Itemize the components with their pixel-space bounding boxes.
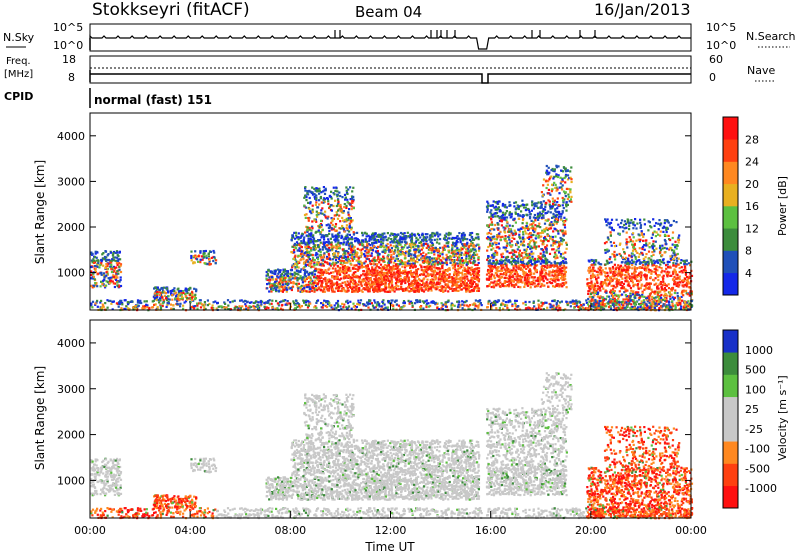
colorbar-swatch xyxy=(723,419,738,442)
xtick-label: 20:00 xyxy=(575,524,607,537)
cpid-label: CPID xyxy=(4,90,33,103)
colorbar-tick: 16 xyxy=(745,200,759,213)
velocity-ylabel: Slant Range [km] xyxy=(33,366,47,470)
colorbar-tick: 25 xyxy=(745,403,759,416)
velocity-yaxis: 1000 2000 3000 4000 xyxy=(57,337,691,487)
freq-trace xyxy=(89,67,691,84)
colorbar-swatch xyxy=(723,485,738,509)
colorbar-tick: -1000 xyxy=(745,482,777,495)
xtick-label: 12:00 xyxy=(375,524,407,537)
xtick-label: 04:00 xyxy=(174,524,206,537)
colorbar-swatch xyxy=(723,330,738,353)
colorbar-swatch xyxy=(723,396,738,420)
power-panel: 1000 2000 3000 4000 Slant Range [km] xyxy=(33,112,694,312)
xtick-label: 00:00 xyxy=(74,524,106,537)
nsky-trace xyxy=(89,30,691,50)
xtick-label: 00:00 xyxy=(675,524,707,537)
ytick-label: 1000 xyxy=(57,474,85,487)
colorbar-tick: 24 xyxy=(745,156,759,169)
colorbar-tick: 12 xyxy=(745,222,759,235)
nave-tick-top: 60 xyxy=(709,53,723,66)
power-scatter xyxy=(90,164,694,312)
colorbar-swatch xyxy=(723,352,738,375)
noise-strip: N.Sky 10^5 10^0 10^5 10^0 N.Search xyxy=(3,21,796,52)
colorbar-swatch xyxy=(723,272,738,296)
ytick-label: 2000 xyxy=(57,429,85,442)
nsky-tick-top: 10^5 xyxy=(53,21,83,34)
colorbar-swatch xyxy=(723,463,738,487)
power-colorbar-label: Power [dB] xyxy=(776,176,789,236)
nsearch-tick-bottom: 10^0 xyxy=(706,39,736,52)
colorbar-swatch xyxy=(723,441,738,464)
station-title: Stokkseyri (fitACF) xyxy=(92,0,250,20)
freq-label: Freq. xyxy=(6,56,31,67)
colorbar-swatch xyxy=(723,250,738,274)
colorbar-tick: 4 xyxy=(745,267,752,280)
xtick-label: 16:00 xyxy=(475,524,507,537)
colorbar-tick: -100 xyxy=(745,443,770,456)
power-yaxis: 1000 2000 3000 4000 xyxy=(57,130,691,280)
ytick-label: 1000 xyxy=(57,267,85,280)
colorbar-tick: 20 xyxy=(745,178,759,191)
ytick-label: 3000 xyxy=(57,175,85,188)
nsky-label: N.Sky xyxy=(3,31,35,44)
colorbar-swatch xyxy=(723,228,738,251)
beam-title: Beam 04 xyxy=(355,3,422,21)
colorbar-swatch xyxy=(723,206,738,229)
nave-label: Nave xyxy=(747,64,775,77)
velocity-colorbar-label: Velocity [m s⁻¹] xyxy=(776,375,789,460)
colorbar-tick: 28 xyxy=(745,133,759,146)
colorbar-tick: 1000 xyxy=(745,344,773,357)
freq-strip: Freq. [MHz] 18 8 60 0 Nave xyxy=(4,53,776,84)
ytick-label: 4000 xyxy=(57,337,85,350)
time-xlabel: Time UT xyxy=(364,540,415,554)
freq-tick-bottom: 8 xyxy=(68,71,75,84)
xtick-label: 08:00 xyxy=(274,524,306,537)
colorbar-tick: 500 xyxy=(745,364,766,377)
colorbar-swatch xyxy=(723,139,738,162)
colorbar-tick: -25 xyxy=(745,423,763,436)
nsearch-tick-top: 10^5 xyxy=(706,21,736,34)
power-colorbar: 28 24 20 16 12 8 4 Power [dB] xyxy=(722,116,789,296)
time-xaxis: 00:00 04:00 08:00 12:00 16:00 20:00 00:00 xyxy=(74,303,707,537)
colorbar-swatch xyxy=(723,117,738,140)
velocity-scatter xyxy=(90,372,694,520)
colorbar-tick: -500 xyxy=(745,462,770,475)
ytick-label: 2000 xyxy=(57,221,85,234)
colorbar-tick: 100 xyxy=(745,383,766,396)
colorbar-swatch xyxy=(723,183,738,207)
velocity-colorbar: 1000 500 100 25 -25 -100 -500 -1000 Velocity [m… xyxy=(722,329,789,509)
nsky-tick-bottom: 10^0 xyxy=(53,39,83,52)
ytick-label: 3000 xyxy=(57,383,85,396)
colorbar-swatch xyxy=(723,374,738,398)
date-title: 16/Jan/2013 xyxy=(594,0,691,19)
nave-tick-bottom: 0 xyxy=(709,71,716,84)
cpid-value: normal (fast) 151 xyxy=(94,93,212,107)
ytick-label: 4000 xyxy=(57,130,85,143)
colorbar-swatch xyxy=(723,161,738,185)
freq-unit-label: [MHz] xyxy=(4,69,33,80)
colorbar-tick: 8 xyxy=(745,245,752,258)
freq-tick-top: 18 xyxy=(62,53,76,66)
nsearch-label: N.Search xyxy=(746,30,796,43)
power-ylabel: Slant Range [km] xyxy=(33,160,47,264)
